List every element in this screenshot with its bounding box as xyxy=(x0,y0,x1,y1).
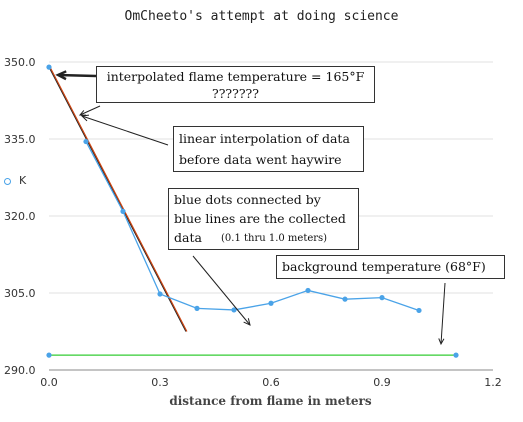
annotation-flame-temperature: interpolated flame temperature = 165°F ?… xyxy=(96,66,375,103)
annotation-linear-interpolation: linear interpolation of data before data… xyxy=(173,126,364,172)
interpolation-arrow xyxy=(81,115,169,146)
series-points xyxy=(46,64,459,358)
data-point xyxy=(305,287,311,294)
series-line-K xyxy=(85,141,420,312)
data-point xyxy=(342,296,348,302)
data-point xyxy=(83,138,89,145)
annotation-collected-data: blue dots connected by blue lines are th… xyxy=(168,188,359,250)
data-point xyxy=(157,291,163,297)
flame-arrow-head xyxy=(55,70,67,81)
data-point xyxy=(120,208,126,214)
collected-data-note: (0.1 thru 1.0 meters) xyxy=(221,233,328,244)
collected-data-line-2: blue lines are the collected xyxy=(174,211,346,226)
x-axis-label: distance from flame in meters xyxy=(169,394,372,408)
data-point xyxy=(194,305,200,311)
data-point xyxy=(379,295,385,301)
data-point xyxy=(416,307,422,314)
flame-temperature-text: interpolated flame temperature = 165°F xyxy=(106,69,365,84)
collected-data-line-3: data xyxy=(174,230,202,245)
x-tick-label: 0.9 xyxy=(373,376,391,389)
y-tick-label: 320.0 xyxy=(4,210,36,223)
interpolation-arrow-head xyxy=(80,114,90,122)
tick-labels: 290.0 305.0 320.0 335.0 350.0 0.0 0.3 0.6 0.9 1.2 xyxy=(4,56,502,389)
flame-box-arrow xyxy=(79,105,101,116)
series-lines xyxy=(48,66,456,356)
background-arrow xyxy=(440,282,446,345)
background-arrow-head xyxy=(438,338,445,346)
data-point xyxy=(268,300,274,306)
data-point xyxy=(46,352,52,358)
legend: K xyxy=(4,174,26,187)
legend-marker xyxy=(4,177,11,185)
x-tick-label: 1.2 xyxy=(484,376,502,389)
data-point xyxy=(453,352,459,358)
annotation-arrows xyxy=(55,70,446,346)
y-tick-label: 290.0 xyxy=(4,364,36,377)
y-tick-label: 350.0 xyxy=(4,56,36,69)
background-temperature-text: background temperature (68°F) xyxy=(282,259,486,274)
flame-box-arrow-head xyxy=(78,110,87,116)
x-tick-label: 0.6 xyxy=(262,376,280,389)
x-tick-label: 0.0 xyxy=(40,376,58,389)
flame-arrow xyxy=(57,73,97,78)
linear-interpolation-line-2: before data went haywire xyxy=(179,152,342,167)
chart-title: OmCheeto's attempt at doing science xyxy=(124,9,399,24)
annotation-background-temperature: background temperature (68°F) xyxy=(276,255,505,279)
y-tick-label: 335.0 xyxy=(4,133,36,146)
collected-data-arrow xyxy=(192,255,251,326)
interpolation-line xyxy=(49,66,188,332)
data-point xyxy=(46,64,52,70)
flame-temperature-question: ??????? xyxy=(212,86,259,101)
x-tick-label: 0.3 xyxy=(151,376,169,389)
collected-data-arrow-head xyxy=(243,318,251,326)
y-tick-label: 305.0 xyxy=(4,287,36,300)
collected-data-line-1: blue dots connected by xyxy=(174,192,321,207)
data-point xyxy=(231,307,237,313)
legend-label: K xyxy=(19,174,27,187)
linear-interpolation-line-1: linear interpolation of data xyxy=(179,131,350,146)
interpolation-line-shadow xyxy=(48,66,187,332)
